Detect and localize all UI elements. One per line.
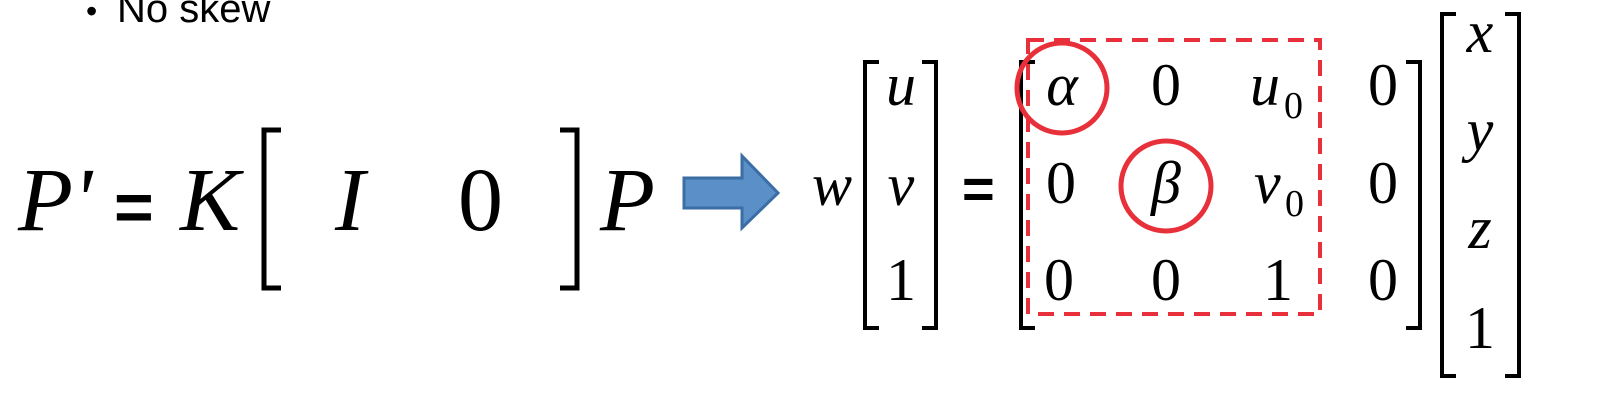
k-r3-c4: 0 [1368,247,1398,313]
v-entry: v [888,152,915,218]
k-r3-c3: 1 [1263,247,1293,313]
z-entry: z [1467,195,1491,261]
bullet-marker: • [86,0,97,29]
equals-sign-left: = [114,169,154,245]
k-r1-c4: 0 [1368,52,1398,118]
u0-base: u [1250,52,1280,118]
beta-entry: β [1150,150,1181,216]
u0-entry: u 0 [1250,52,1303,127]
equals-sign-right: = [962,157,995,220]
p-symbol: P [599,151,655,250]
v0-subscript: 0 [1285,183,1304,225]
w-symbol: w [812,152,852,218]
u0-subscript: 0 [1284,85,1303,127]
right-bracket-identity [560,127,580,291]
alpha-entry: α [1046,52,1079,118]
k-r2-c4: 0 [1368,150,1398,216]
uv-vector-right-bracket [922,60,938,330]
identity-symbol: I [334,151,369,250]
bullet-text: No skew [117,0,270,31]
p-prime-symbol: P' [17,151,94,250]
k-symbol: K [178,151,244,250]
xyz-vector-right-bracket [1505,12,1521,378]
k-r3-c2: 0 [1151,247,1181,313]
intrinsics-dashed-box [1026,38,1322,316]
k-matrix-right-bracket [1406,60,1422,330]
zero-column: 0 [458,151,503,250]
k-r1-c2: 0 [1151,52,1181,118]
uv-vector-left-bracket [863,60,879,330]
matrix-equation: w u v 1 = α 0 u 0 0 0 β v 0 0 0 0 1 0 [812,0,1521,378]
y-entry: y [1461,97,1494,163]
alpha-highlight-circle [1014,40,1110,136]
k-r3-c1: 0 [1044,247,1074,313]
xyz-vector-left-bracket [1440,12,1456,378]
beta-highlight-circle [1118,138,1214,234]
v0-base: v [1254,150,1281,216]
projection-equation: P' = K I 0 P [17,127,655,291]
k-r2-c1: 0 [1046,150,1076,216]
u-entry: u [886,52,916,118]
one-entry: 1 [886,247,916,313]
x-entry: x [1466,0,1494,65]
xyz-one-entry: 1 [1465,295,1495,361]
v0-entry: v 0 [1254,150,1304,225]
right-arrow-icon [682,152,781,232]
bullet-item: • No skew [86,0,270,31]
left-bracket-identity [261,127,281,291]
